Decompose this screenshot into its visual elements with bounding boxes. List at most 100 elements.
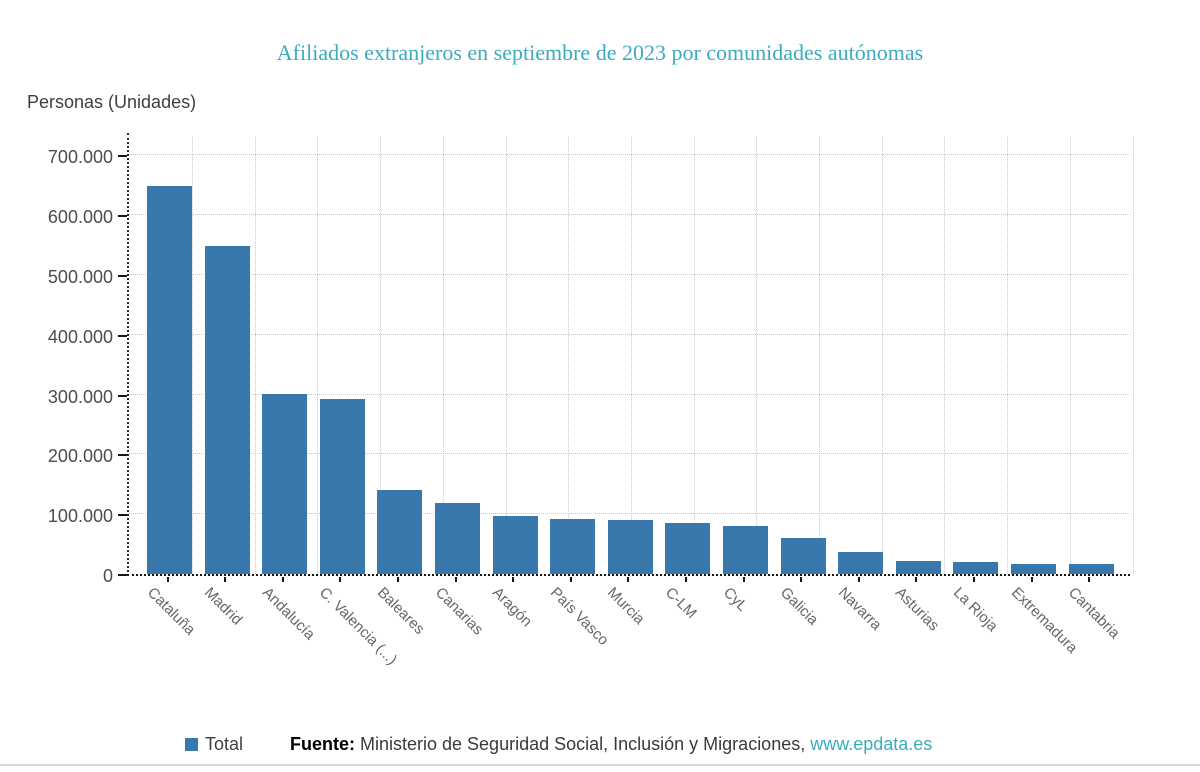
bar-arago-n[interactable] — [493, 516, 538, 574]
bar-navarra[interactable] — [838, 552, 883, 574]
y-axis-tick-label: 500.000 — [47, 267, 113, 287]
x-axis-label: Madrid — [200, 584, 246, 629]
x-axis-label: CyL — [719, 584, 751, 615]
x-axis-label: Asturias — [891, 584, 943, 635]
gridline-vertical — [1070, 137, 1071, 574]
y-axis-tick-label: 600.000 — [47, 207, 113, 227]
x-axis-label: Cataluña — [143, 584, 199, 639]
y-axis-tick-label: 400.000 — [47, 327, 113, 347]
source-label: Fuente: — [290, 734, 355, 754]
bottom-divider — [0, 764, 1200, 766]
x-axis-label: Baleares — [373, 584, 428, 638]
gridline-vertical — [568, 137, 569, 574]
bar-cantabria[interactable] — [1069, 564, 1114, 574]
y-axis-unit-label: Personas (Unidades) — [27, 92, 197, 112]
bar-galicia[interactable] — [781, 538, 826, 574]
x-axis-label: Murcia — [603, 584, 648, 628]
y-axis-tick-label: 700.000 — [47, 147, 113, 167]
bar-la-rioja[interactable] — [953, 562, 998, 574]
gridline-vertical — [380, 137, 381, 574]
gridline-vertical — [882, 137, 883, 574]
x-axis-tick — [743, 577, 745, 582]
gridline-vertical — [819, 137, 820, 574]
gridline-vertical — [694, 137, 695, 574]
gridline-vertical — [944, 137, 945, 574]
x-axis-tick — [685, 577, 687, 582]
gridline-horizontal — [129, 394, 1130, 395]
gridline-vertical — [631, 137, 632, 574]
y-axis-tick — [118, 335, 127, 337]
y-axis-tick — [118, 215, 127, 217]
gridline-horizontal — [129, 274, 1130, 275]
x-axis-label: Navarra — [834, 584, 885, 634]
gridline-horizontal — [129, 513, 1130, 514]
gridline-horizontal — [129, 334, 1130, 335]
bar-madrid[interactable] — [205, 246, 250, 574]
y-axis-tick — [118, 454, 127, 456]
x-axis-label: Cantabria — [1064, 584, 1123, 643]
source-line: Fuente: Ministerio de Seguridad Social, … — [290, 734, 932, 755]
source-text: Ministerio de Seguridad Social, Inclusió… — [355, 734, 811, 754]
gridline-vertical — [443, 137, 444, 574]
x-axis-tick — [800, 577, 802, 582]
x-axis-tick — [282, 577, 284, 582]
x-axis-tick — [915, 577, 917, 582]
x-axis-label: Galicia — [776, 584, 822, 629]
gridline-vertical — [317, 137, 318, 574]
gridline-horizontal — [129, 214, 1130, 215]
bar-c-lm[interactable] — [665, 523, 710, 574]
x-axis-tick — [339, 577, 341, 582]
y-axis-tick-label: 300.000 — [47, 387, 113, 407]
gridline-vertical — [255, 137, 256, 574]
y-axis-tick — [118, 395, 127, 397]
x-axis-tick — [1088, 577, 1090, 582]
bar-andaluci-a[interactable] — [262, 394, 307, 574]
bar-baleares[interactable] — [377, 490, 422, 574]
x-axis-label: País Vasco — [546, 584, 612, 649]
bar-canarias[interactable] — [435, 503, 480, 574]
x-axis-label: Canarias — [431, 584, 487, 639]
x-axis-label: C-LM — [661, 584, 700, 622]
bar-murcia[interactable] — [608, 520, 653, 574]
x-axis-tick — [455, 577, 457, 582]
bar-cyl[interactable] — [723, 526, 768, 574]
x-axis-tick — [973, 577, 975, 582]
legend-item-total[interactable]: Total — [185, 734, 243, 755]
chart-title: Afiliados extranjeros en septiembre de 2… — [276, 40, 924, 65]
x-axis-tick — [167, 577, 169, 582]
y-axis-tick-label: 100.000 — [47, 506, 113, 526]
plot-area — [127, 133, 1134, 576]
x-axis-label: Aragón — [488, 584, 536, 631]
gridline-vertical — [756, 137, 757, 574]
x-axis-tick — [627, 577, 629, 582]
y-axis-tick — [118, 514, 127, 516]
y-axis-tick — [118, 155, 127, 157]
x-axis-tick — [858, 577, 860, 582]
y-axis-tick — [118, 574, 127, 576]
x-axis-label: Andalucía — [258, 584, 319, 644]
x-axis-tick — [224, 577, 226, 582]
y-axis-tick-label: 200.000 — [47, 446, 113, 466]
gridline-horizontal — [129, 154, 1130, 155]
legend-label: Total — [205, 734, 244, 754]
x-axis-tick — [1031, 577, 1033, 582]
y-axis-tick — [118, 275, 127, 277]
bar-asturias[interactable] — [896, 561, 941, 574]
bar-extremadura[interactable] — [1011, 564, 1056, 574]
bar-c-valencia[interactable] — [320, 399, 365, 574]
bar-pai-s-vasco[interactable] — [550, 519, 595, 574]
x-axis-tick — [512, 577, 514, 582]
legend-swatch-icon — [185, 738, 198, 751]
gridline-horizontal — [129, 453, 1130, 454]
gridline-vertical — [506, 137, 507, 574]
bar-catalun-a[interactable] — [147, 186, 192, 574]
gridline-vertical — [1133, 137, 1134, 574]
y-axis-tick-label: 0 — [102, 566, 113, 586]
x-axis-tick — [397, 577, 399, 582]
source-link[interactable]: www.epdata.es — [810, 734, 933, 754]
gridline-vertical — [192, 137, 193, 574]
x-axis-label: La Rioja — [949, 584, 1001, 635]
x-axis-tick — [570, 577, 572, 582]
gridline-vertical — [1007, 137, 1008, 574]
